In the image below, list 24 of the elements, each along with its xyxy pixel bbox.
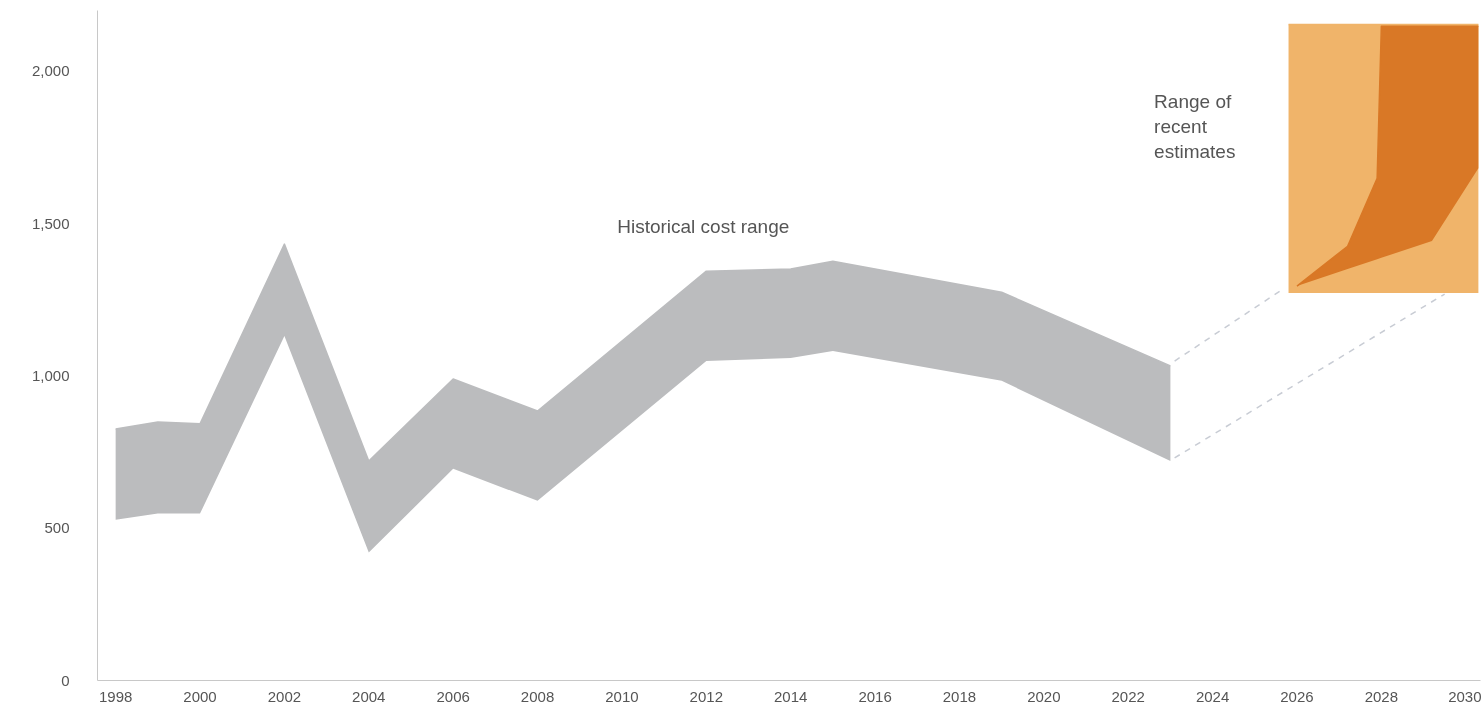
x-tick-label: 2006: [436, 687, 470, 705]
x-tick-label: 2026: [1280, 687, 1314, 705]
x-tick-label: 2016: [858, 687, 892, 705]
x-tick-label: 2022: [1111, 687, 1145, 705]
x-tick-label: 2004: [352, 687, 386, 705]
x-tick-label: 2010: [605, 687, 639, 705]
x-tick-label: 2024: [1195, 687, 1230, 705]
x-tick-label: 2020: [1027, 687, 1061, 705]
annotation: Historical cost range: [617, 215, 790, 237]
x-tick-label: 2014: [774, 687, 808, 705]
y-tick-label: 0: [61, 671, 70, 689]
x-tick-label: 2002: [267, 687, 302, 705]
annotation: Range of recent estimates: [1154, 90, 1236, 163]
x-tick-label: 2018: [942, 687, 977, 705]
y-tick-label: 500: [44, 519, 70, 537]
x-tick-label: 2030: [1448, 687, 1481, 705]
y-tick-label: 1,500: [31, 214, 70, 232]
y-tick-label: 2,000: [31, 62, 70, 80]
x-tick-label: 1998: [98, 687, 133, 705]
x-tick-label: 2012: [689, 687, 723, 705]
x-tick-label: 2000: [183, 687, 217, 705]
x-tick-label: 2008: [520, 687, 555, 705]
y-tick-label: 1,000: [31, 366, 70, 384]
x-tick-label: 2028: [1364, 687, 1399, 705]
